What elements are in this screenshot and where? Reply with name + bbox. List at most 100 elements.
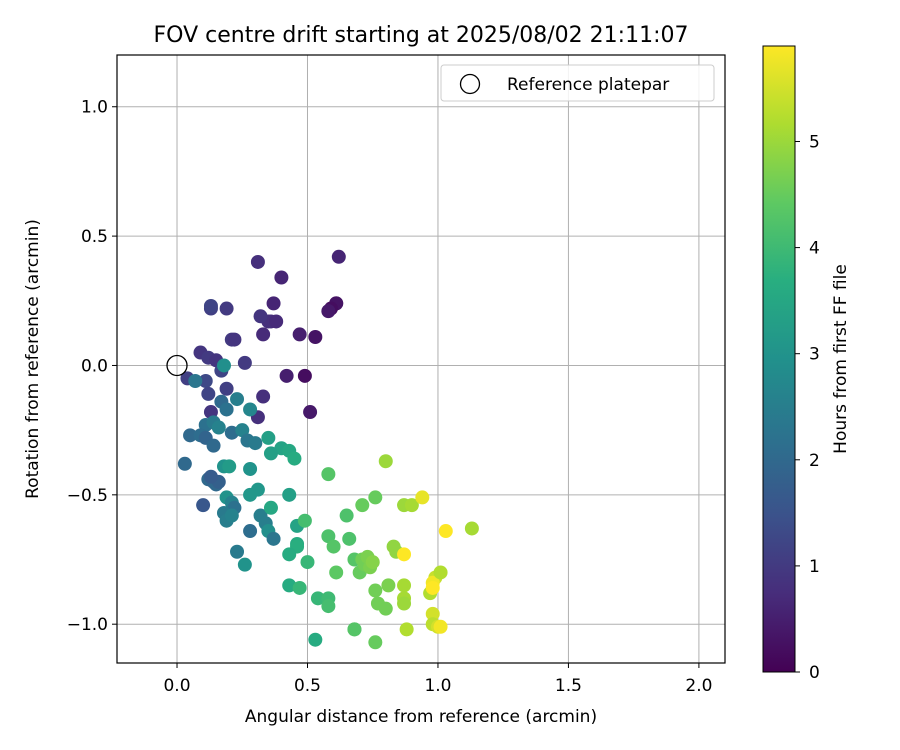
reference-platepar-marker xyxy=(166,354,188,377)
data-point xyxy=(438,524,453,539)
data-point xyxy=(243,461,258,476)
legend: Reference platepar xyxy=(440,64,715,102)
data-point xyxy=(279,368,294,383)
data-point xyxy=(263,446,278,461)
x-tick-label: 2.0 xyxy=(685,676,712,696)
data-point xyxy=(378,601,393,616)
data-point xyxy=(397,547,412,562)
y-tick-label: 0.0 xyxy=(81,356,108,376)
data-point xyxy=(196,498,211,513)
data-point xyxy=(230,392,245,407)
colorbar-tick-label: 5 xyxy=(809,132,820,152)
y-axis-label: Rotation from reference (arcmin) xyxy=(23,219,43,499)
data-point xyxy=(292,327,307,342)
data-point xyxy=(256,327,271,342)
y-tick-label: 0.5 xyxy=(81,227,108,247)
data-point xyxy=(216,358,231,373)
x-ticks: 0.0 0.5 1.0 1.5 2.0 xyxy=(163,663,712,696)
data-point xyxy=(308,330,323,345)
data-point xyxy=(203,298,218,313)
colorbar-ticks: 0 1 2 3 4 5 xyxy=(795,132,820,683)
data-point xyxy=(310,591,325,606)
data-point xyxy=(339,508,354,523)
data-point xyxy=(321,467,336,482)
plot-area-frame xyxy=(116,54,726,664)
data-point xyxy=(269,314,284,329)
data-point xyxy=(287,451,302,466)
data-point xyxy=(355,498,370,513)
data-point xyxy=(253,309,268,324)
data-point xyxy=(368,583,383,598)
data-point xyxy=(321,304,336,319)
data-point xyxy=(464,521,479,536)
x-tick-label: 1.5 xyxy=(555,676,582,696)
data-point xyxy=(261,430,276,445)
colorbar-label: Hours from first FF file xyxy=(831,264,851,454)
data-point xyxy=(329,565,344,580)
data-point xyxy=(263,500,278,515)
colorbar-tick-label: 3 xyxy=(809,345,820,365)
data-point xyxy=(368,490,383,505)
data-point xyxy=(397,578,412,593)
data-point xyxy=(243,524,258,539)
data-point xyxy=(224,508,239,523)
data-point xyxy=(219,381,234,396)
data-point xyxy=(331,249,346,264)
data-point xyxy=(381,578,396,593)
data-point xyxy=(230,544,245,559)
data-point xyxy=(415,490,430,505)
data-point xyxy=(243,487,258,502)
data-point xyxy=(425,606,440,621)
data-point xyxy=(243,402,258,417)
data-point xyxy=(300,555,315,570)
x-axis-label: Angular distance from reference (arcmin) xyxy=(245,707,597,727)
data-point xyxy=(399,622,414,637)
data-point xyxy=(222,459,237,474)
data-point xyxy=(274,270,289,285)
legend-label-reference-platepar: Reference platepar xyxy=(507,75,669,95)
colorbar-tick-label: 4 xyxy=(809,239,820,259)
data-point xyxy=(219,301,234,316)
chart-title: FOV centre drift starting at 2025/08/02 … xyxy=(154,23,689,48)
data-point xyxy=(198,373,213,388)
data-point xyxy=(201,386,216,401)
data-point xyxy=(256,389,271,404)
data-point xyxy=(326,539,341,554)
data-point xyxy=(303,405,318,420)
y-tick-label: 1.0 xyxy=(81,98,108,118)
data-point xyxy=(365,555,380,570)
data-point xyxy=(321,599,336,614)
y-tick-label: −0.5 xyxy=(67,486,108,506)
data-point xyxy=(248,436,263,451)
colorbar-tick-label: 2 xyxy=(809,451,820,471)
reference-marker-group xyxy=(166,354,188,377)
data-point xyxy=(297,368,312,383)
data-point xyxy=(183,428,198,443)
data-point xyxy=(404,498,419,513)
colorbar-tick-label: 1 xyxy=(809,557,820,577)
data-point xyxy=(235,423,250,438)
data-point xyxy=(425,580,440,595)
data-point xyxy=(237,355,252,370)
data-point xyxy=(347,622,362,637)
colorbar: 0 1 2 3 4 5 Hours from first FF file xyxy=(762,45,851,683)
data-point xyxy=(203,469,218,484)
data-point xyxy=(433,565,448,580)
y-tick-label: −1.0 xyxy=(67,615,108,635)
data-point xyxy=(266,531,281,546)
data-point xyxy=(368,635,383,650)
data-point xyxy=(297,513,312,528)
data-point xyxy=(378,454,393,469)
data-point xyxy=(206,438,221,453)
data-point xyxy=(237,557,252,572)
data-point xyxy=(397,596,412,611)
legend-box xyxy=(440,64,715,102)
data-point xyxy=(219,402,234,417)
data-point xyxy=(282,487,297,502)
colorbar-tick-label: 0 xyxy=(809,663,820,683)
data-point xyxy=(321,529,336,544)
data-point xyxy=(188,373,203,388)
legend-reference-circle-icon xyxy=(459,73,481,95)
data-point xyxy=(292,580,307,595)
